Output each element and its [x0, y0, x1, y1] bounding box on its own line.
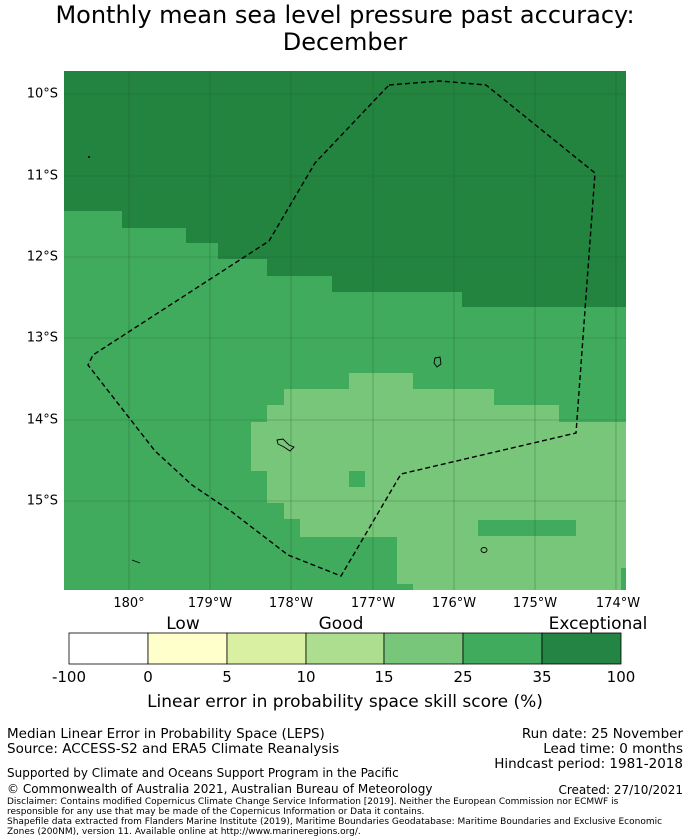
x-tick-label: 178°W [268, 596, 314, 611]
colorbar-category-good: Good [318, 614, 364, 634]
island-c [480, 547, 488, 553]
colorbar-tick: 0 [143, 668, 153, 686]
title-line-1: Monthly mean sea level pressure past acc… [55, 1, 635, 29]
colorbar-tick: 15 [374, 668, 394, 686]
islands [87, 155, 488, 564]
disclaimer: Disclaimer: Contains modified Copernicus… [7, 797, 687, 837]
field-mid-patch [88, 292, 105, 307]
y-tick-label: 14°S [26, 412, 58, 428]
eez-boundary [87, 80, 596, 577]
colorbar-tick: -100 [51, 668, 87, 686]
colorbar-tick: 100 [606, 668, 636, 686]
run-date: Run date: 25 November [521, 726, 683, 742]
hindcast-period: Hindcast period: 1981-2018 [494, 756, 683, 772]
y-tick-label: 11°S [26, 168, 58, 184]
x-tick-label: 177°W [350, 596, 396, 611]
colorbar [68, 632, 622, 665]
field-mid-patch-3 [478, 520, 576, 536]
chart-title: Monthly mean sea level pressure past acc… [0, 2, 690, 56]
source-label: Source: ACCESS-S2 and ERA5 Climate Reana… [7, 741, 340, 757]
y-tick-label: 13°S [26, 330, 58, 346]
colorbar-segment [226, 632, 307, 665]
colorbar-category-exceptional: Exceptional [548, 614, 648, 634]
colorbar-tick: 10 [296, 668, 316, 686]
y-tick-label: 15°S [26, 493, 58, 509]
field-mid-patch-4 [397, 584, 413, 590]
created-date: Created: 27/10/2021 [558, 783, 683, 797]
x-tick-label: 174°W [595, 596, 641, 611]
island-a [433, 356, 442, 368]
title-line-2: December [282, 28, 408, 56]
colorbar-segment [68, 632, 149, 665]
y-tick-label: 12°S [26, 249, 58, 265]
island-e [87, 155, 91, 159]
disclaimer-line: Disclaimer: Contains modified Copernicus… [7, 797, 619, 807]
field-high-region [64, 71, 626, 307]
colorbar-segment [462, 632, 543, 665]
field-mid-patch-2 [349, 471, 365, 487]
colorbar-segment [383, 632, 464, 665]
metric-label: Median Linear Error in Probability Space… [7, 726, 325, 742]
colorbar-tick: 35 [532, 668, 552, 686]
island-d [131, 559, 141, 564]
colorbar-title: Linear error in probability space skill … [147, 692, 543, 712]
colorbar-tick: 25 [453, 668, 473, 686]
colorbar-segment [305, 632, 385, 665]
x-tick-label: 179°W [187, 596, 233, 611]
skill-field [64, 71, 626, 590]
disclaimer-line: responsible for any use that may be made… [7, 807, 425, 817]
y-tick-label: 10°S [26, 86, 58, 102]
colorbar-category-low: Low [166, 614, 200, 634]
gridlines [64, 71, 626, 590]
colorbar-segment [147, 632, 228, 665]
disclaimer-line: Shapefile data extracted from Flanders M… [7, 817, 663, 827]
disclaimer-line: Zones (200NM), version 11. Available onl… [7, 827, 361, 837]
island-b [276, 438, 295, 452]
field-mid-patch-5 [621, 568, 626, 590]
lead-time: Lead time: 0 months [543, 741, 683, 757]
x-tick-label: 180° [113, 596, 145, 611]
copyright-label: © Commonwealth of Australia 2021, Austra… [7, 782, 433, 796]
colorbar-segment [541, 632, 622, 665]
x-tick-label: 175°W [512, 596, 558, 611]
x-tick-label: 176°W [431, 596, 477, 611]
support-label: Supported by Climate and Oceans Support … [7, 766, 399, 780]
colorbar-tick: 5 [222, 668, 232, 686]
